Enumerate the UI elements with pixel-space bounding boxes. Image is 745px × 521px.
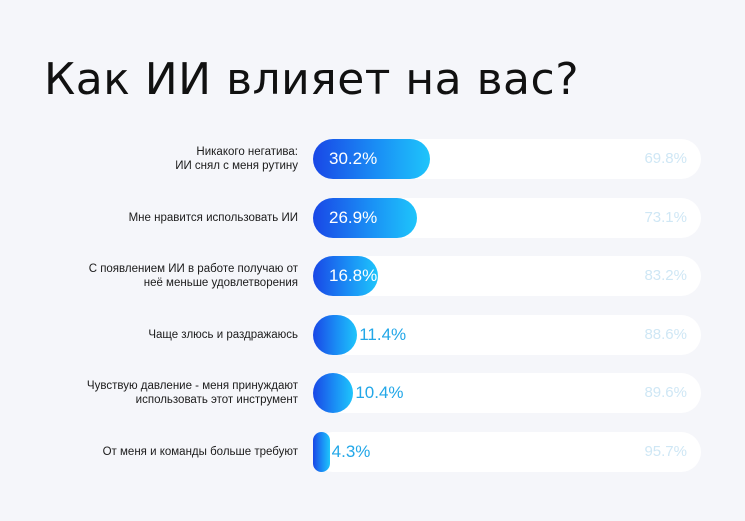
value-label: 4.3% [331,441,371,461]
bar-fill [313,197,418,238]
bar-track: 26.9% 73.1% [313,197,701,238]
remainder-label: 83.2% [644,267,687,284]
chart-row: Мне нравится использовать ИИ 26.9% 73.1% [0,197,745,238]
value-label: 11.4% [359,324,407,344]
category-label: С появлением ИИ в работе получаю от неё м… [88,263,298,289]
bar-track: 10.4% 89.6% [313,373,701,413]
bar-track: 11.4% 88.6% [313,314,701,355]
category-label: От меня и команды больше требуют [102,445,298,458]
remainder-label: 95.7% [644,442,687,460]
remainder-label: 89.6% [644,384,687,401]
remainder-label: 88.6% [644,325,687,343]
value-label: 10.4% [355,383,404,402]
bar-track: 30.2% 69.8% [313,139,701,179]
bar-fill [313,256,379,296]
remainder-label: 73.1% [644,208,687,226]
chart-row: Чувствую давление - меня принуждают испол… [0,373,745,413]
category-label: Никакого негатива: ИИ снял с меня рутину [175,146,298,172]
chart-row: От меня и команды больше требуют 4.3% 95.7… [0,431,745,472]
chart-row: Никакого негатива: ИИ снял с меня рутину 3… [0,139,745,179]
chart-row: С появлением ИИ в работе получаю от неё м… [0,256,745,296]
bar-fill [313,314,358,355]
bar-fill [313,431,330,472]
category-label: Чувствую давление - меня принуждают испол… [86,380,298,406]
remainder-label: 69.8% [644,150,687,167]
bar-fill [313,373,354,413]
value-label: 26.9% [329,207,378,227]
value-label: 30.2% [329,149,378,168]
category-label: Мне нравится использовать ИИ [128,211,298,224]
category-label: Чаще злюсь и раздражаюсь [148,328,298,341]
bar-track: 16.8% 83.2% [313,256,701,296]
value-label: 16.8% [329,266,378,285]
bar-fill [313,139,431,179]
chart-row: Чаще злюсь и раздражаюсь 11.4% 88.6% [0,314,745,355]
page-title: Как ИИ влияет на вас? [44,54,580,105]
bar-track: 4.3% 95.7% [313,431,701,472]
